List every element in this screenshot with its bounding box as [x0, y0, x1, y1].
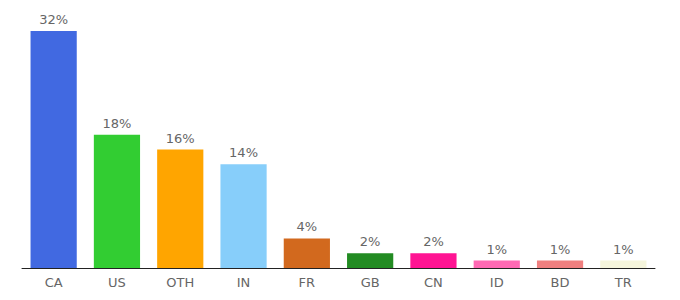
svg-text:1%: 1% [486, 242, 507, 257]
svg-text:4%: 4% [297, 219, 318, 234]
svg-text:IN: IN [237, 275, 251, 290]
svg-text:BD: BD [551, 275, 570, 290]
svg-text:2%: 2% [423, 234, 444, 249]
svg-text:OTH: OTH [166, 275, 194, 290]
svg-text:TR: TR [614, 275, 632, 290]
svg-text:14%: 14% [229, 145, 258, 160]
svg-text:ID: ID [490, 275, 504, 290]
svg-text:1%: 1% [550, 242, 571, 257]
svg-text:CA: CA [45, 275, 63, 290]
svg-text:1%: 1% [613, 242, 634, 257]
svg-text:US: US [108, 275, 126, 290]
svg-text:FR: FR [299, 275, 316, 290]
svg-text:GB: GB [361, 275, 380, 290]
svg-text:2%: 2% [360, 234, 381, 249]
svg-text:32%: 32% [39, 12, 68, 27]
svg-text:18%: 18% [102, 116, 131, 131]
svg-text:CN: CN [424, 275, 443, 290]
svg-text:16%: 16% [166, 131, 195, 146]
